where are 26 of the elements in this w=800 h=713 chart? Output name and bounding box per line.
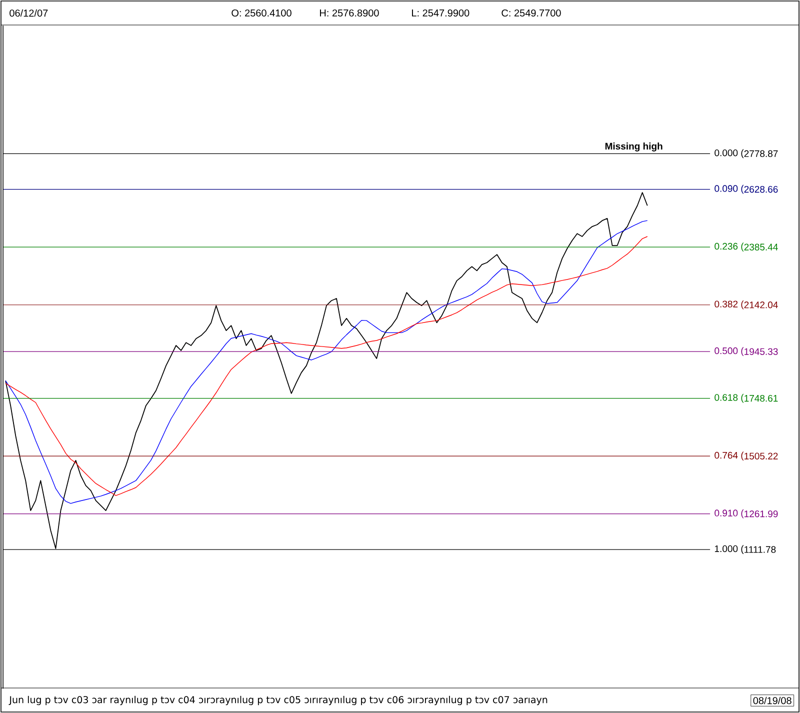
- y-tick-label: 1111.78: [744, 546, 776, 553]
- text: L: 2547.9900: [412, 9, 470, 17]
- text: O: 2560.4100: [232, 9, 292, 17]
- text: 0.618 (: [714, 394, 744, 403]
- y-tick-label: 2142.04: [744, 302, 778, 308]
- y-tick-label: 2628.66: [744, 186, 778, 193]
- text: 0.500 (: [714, 347, 744, 356]
- text: 0.764 (: [714, 452, 744, 461]
- y-tick-label: 1748.61: [744, 394, 778, 402]
- text: 1.000 (: [714, 545, 744, 554]
- text: 06/12/07: [10, 9, 48, 17]
- text: 0.090 (: [714, 184, 744, 194]
- text: 08/19/08: [753, 696, 792, 704]
- text: 0.236 (: [714, 242, 744, 252]
- y-tick-label: 1945.33: [744, 348, 778, 355]
- text: 0.000 (: [714, 149, 744, 158]
- text: 0.910 (: [714, 509, 744, 518]
- y-tick-label: 1261.99: [744, 510, 778, 518]
- text: C: 2549.7700: [502, 9, 561, 17]
- text: H: 2576.8900: [320, 9, 379, 17]
- text: Jun lug p tɔv c03 ɔar raynılug p tɔv c04 ɔırɔraynılug p tɔv c05 ɔırıraynılug p tɔv c06 ɔırɔraynılug p tɔv c07 ɔarıayn: [8, 696, 548, 706]
- text: 0.382 (: [714, 300, 744, 310]
- y-tick-label: 1505.22: [744, 452, 778, 460]
- y-tick-label: 2385.44: [744, 244, 778, 250]
- y-tick-label: 2778.87: [744, 150, 778, 158]
- annotation: Missing high: [605, 142, 662, 152]
